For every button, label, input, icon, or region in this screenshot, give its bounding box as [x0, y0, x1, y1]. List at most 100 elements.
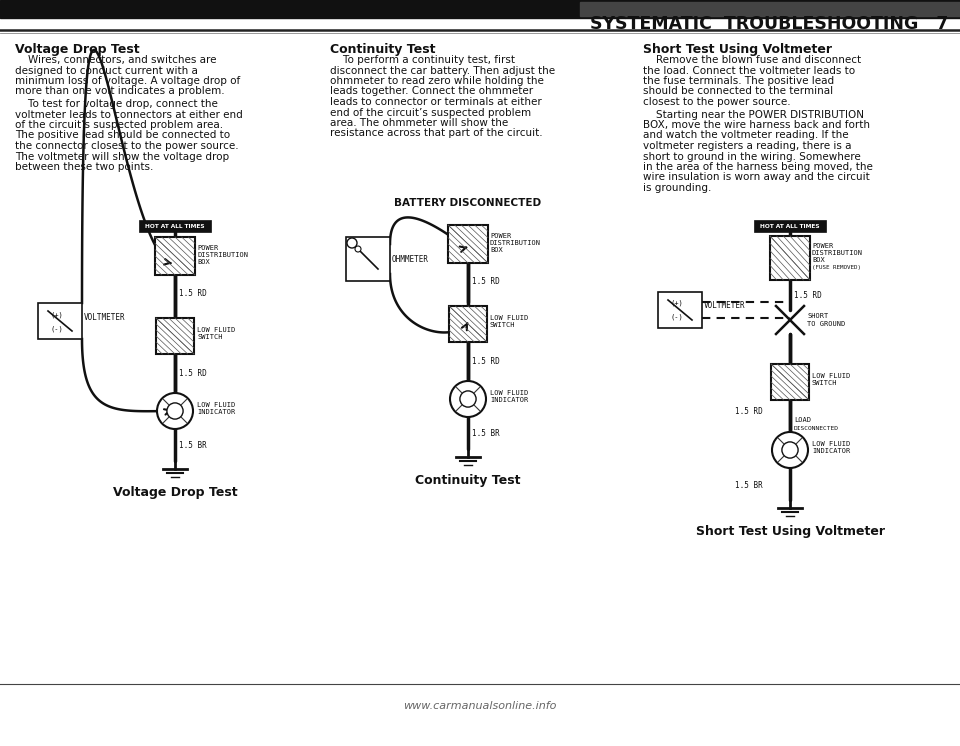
- Text: BOX, move the wire harness back and forth: BOX, move the wire harness back and fort…: [643, 120, 870, 130]
- Text: should be connected to the terminal: should be connected to the terminal: [643, 87, 833, 96]
- Text: DISTRIBUTION: DISTRIBUTION: [812, 250, 863, 256]
- Text: Short Test Using Voltmeter: Short Test Using Voltmeter: [695, 525, 884, 538]
- Bar: [0, 0, 960, 18]
- Text: DISTRIBUTION: DISTRIBUTION: [490, 240, 541, 246]
- Text: HOT AT ALL TIMES: HOT AT ALL TIMES: [760, 224, 820, 228]
- Text: BOX: BOX: [490, 247, 503, 253]
- Text: designed to conduct current with a: designed to conduct current with a: [15, 66, 198, 75]
- Text: 1.5 BR: 1.5 BR: [179, 442, 206, 451]
- Text: BOX: BOX: [197, 259, 209, 265]
- Text: VOLTMETER: VOLTMETER: [704, 301, 746, 310]
- Text: is grounding.: is grounding.: [643, 183, 711, 193]
- Text: INDICATOR: INDICATOR: [812, 448, 851, 454]
- Text: Starting near the POWER DISTRIBUTION: Starting near the POWER DISTRIBUTION: [643, 110, 864, 119]
- Text: end of the circuit’s suspected problem: end of the circuit’s suspected problem: [330, 107, 531, 118]
- Text: VOLTMETER: VOLTMETER: [84, 313, 126, 322]
- Circle shape: [157, 393, 193, 429]
- Text: 1.5 RD: 1.5 RD: [179, 369, 206, 378]
- Bar: [770, 236, 810, 280]
- Text: TO GROUND: TO GROUND: [807, 321, 845, 327]
- Circle shape: [450, 381, 486, 417]
- Text: OHMMETER: OHMMETER: [392, 254, 429, 263]
- Circle shape: [781, 442, 798, 458]
- Text: between these two points.: between these two points.: [15, 162, 154, 172]
- Text: Wires, connectors, and switches are: Wires, connectors, and switches are: [15, 55, 217, 65]
- Text: To test for voltage drop, connect the: To test for voltage drop, connect the: [15, 99, 218, 109]
- Text: LOW FLUID: LOW FLUID: [490, 315, 528, 321]
- Text: HOT AT ALL TIMES: HOT AT ALL TIMES: [145, 224, 204, 228]
- Text: LOW FLUID: LOW FLUID: [812, 441, 851, 447]
- Text: To perform a continuity test, first: To perform a continuity test, first: [330, 55, 515, 65]
- Text: Continuity Test: Continuity Test: [330, 43, 436, 56]
- Text: voltmeter registers a reading, there is a: voltmeter registers a reading, there is …: [643, 141, 852, 151]
- Text: LOAD: LOAD: [794, 417, 811, 423]
- Text: short to ground in the wiring. Somewhere: short to ground in the wiring. Somewhere: [643, 151, 861, 161]
- Text: SWITCH: SWITCH: [197, 334, 223, 340]
- Text: the connector closest to the power source.: the connector closest to the power sourc…: [15, 141, 239, 151]
- Text: ohmmeter to read zero while holding the: ohmmeter to read zero while holding the: [330, 76, 544, 86]
- Bar: [771, 364, 809, 400]
- Text: 1.5 BR: 1.5 BR: [472, 430, 500, 439]
- Text: SWITCH: SWITCH: [812, 380, 837, 386]
- Text: 1.5 BR: 1.5 BR: [735, 480, 763, 489]
- Text: Continuity Test: Continuity Test: [416, 474, 520, 487]
- Bar: [156, 318, 194, 354]
- Text: POWER: POWER: [812, 243, 833, 249]
- Text: the fuse terminals. The positive lead: the fuse terminals. The positive lead: [643, 76, 834, 86]
- Text: the load. Connect the voltmeter leads to: the load. Connect the voltmeter leads to: [643, 66, 855, 75]
- Bar: [346, 237, 390, 281]
- Text: The positive lead should be connected to: The positive lead should be connected to: [15, 131, 230, 140]
- Text: POWER: POWER: [197, 245, 218, 251]
- Text: 1.5 RD: 1.5 RD: [794, 292, 822, 301]
- Text: minimum loss of voltage. A voltage drop of: minimum loss of voltage. A voltage drop …: [15, 76, 240, 86]
- Circle shape: [167, 403, 183, 419]
- Text: wire insulation is worn away and the circuit: wire insulation is worn away and the cir…: [643, 172, 870, 183]
- Text: LOW FLUID: LOW FLUID: [197, 402, 235, 408]
- Text: LOW FLUID: LOW FLUID: [490, 390, 528, 396]
- Text: 1.5 RD: 1.5 RD: [735, 407, 763, 416]
- Text: (FUSE REMOVED): (FUSE REMOVED): [812, 265, 861, 269]
- Bar: [658, 292, 702, 328]
- Text: Voltage Drop Test: Voltage Drop Test: [15, 43, 139, 56]
- Text: voltmeter leads to connectors at either end: voltmeter leads to connectors at either …: [15, 110, 243, 119]
- Text: DISTRIBUTION: DISTRIBUTION: [197, 252, 248, 258]
- Text: 1.5 RD: 1.5 RD: [472, 357, 500, 366]
- Text: SYSTEMATIC  TROUBLESHOOTING   7: SYSTEMATIC TROUBLESHOOTING 7: [589, 15, 948, 33]
- Circle shape: [347, 238, 357, 248]
- Text: in the area of the harness being moved, the: in the area of the harness being moved, …: [643, 162, 873, 172]
- Text: 1.5 RD: 1.5 RD: [179, 289, 206, 298]
- Text: INDICATOR: INDICATOR: [490, 397, 528, 403]
- Text: leads to connector or terminals at either: leads to connector or terminals at eithe…: [330, 97, 541, 107]
- Text: BATTERY DISCONNECTED: BATTERY DISCONNECTED: [395, 198, 541, 208]
- Text: www.carmanualsonline.info: www.carmanualsonline.info: [403, 701, 557, 711]
- Text: INDICATOR: INDICATOR: [197, 409, 235, 415]
- Text: Voltage Drop Test: Voltage Drop Test: [112, 486, 237, 499]
- Text: leads together. Connect the ohmmeter: leads together. Connect the ohmmeter: [330, 87, 533, 96]
- Text: BOX: BOX: [812, 257, 825, 263]
- Circle shape: [772, 432, 808, 468]
- Text: area. The ohmmeter will show the: area. The ohmmeter will show the: [330, 118, 508, 128]
- Text: Remove the blown fuse and disconnect: Remove the blown fuse and disconnect: [643, 55, 861, 65]
- Text: 1.5 RD: 1.5 RD: [472, 278, 500, 286]
- Circle shape: [355, 246, 361, 252]
- Bar: [754, 220, 826, 232]
- Bar: [38, 303, 82, 339]
- Circle shape: [460, 391, 476, 407]
- Text: LOW FLUID: LOW FLUID: [812, 373, 851, 379]
- Text: (-): (-): [50, 325, 62, 331]
- Text: (+): (+): [670, 300, 683, 307]
- Text: (+): (+): [50, 311, 62, 318]
- Bar: [448, 225, 488, 263]
- Text: DISCONNECTED: DISCONNECTED: [794, 425, 839, 430]
- Bar: [449, 306, 487, 342]
- Text: more than one volt indicates a problem.: more than one volt indicates a problem.: [15, 87, 225, 96]
- Bar: [155, 237, 195, 275]
- Bar: [580, 2, 960, 16]
- Text: disconnect the car battery. Then adjust the: disconnect the car battery. Then adjust …: [330, 66, 555, 75]
- Text: SWITCH: SWITCH: [490, 322, 516, 328]
- Text: Short Test Using Voltmeter: Short Test Using Voltmeter: [643, 43, 832, 56]
- Text: POWER: POWER: [490, 233, 512, 239]
- Bar: [139, 220, 211, 232]
- Text: closest to the power source.: closest to the power source.: [643, 97, 791, 107]
- Text: LOW FLUID: LOW FLUID: [197, 327, 235, 333]
